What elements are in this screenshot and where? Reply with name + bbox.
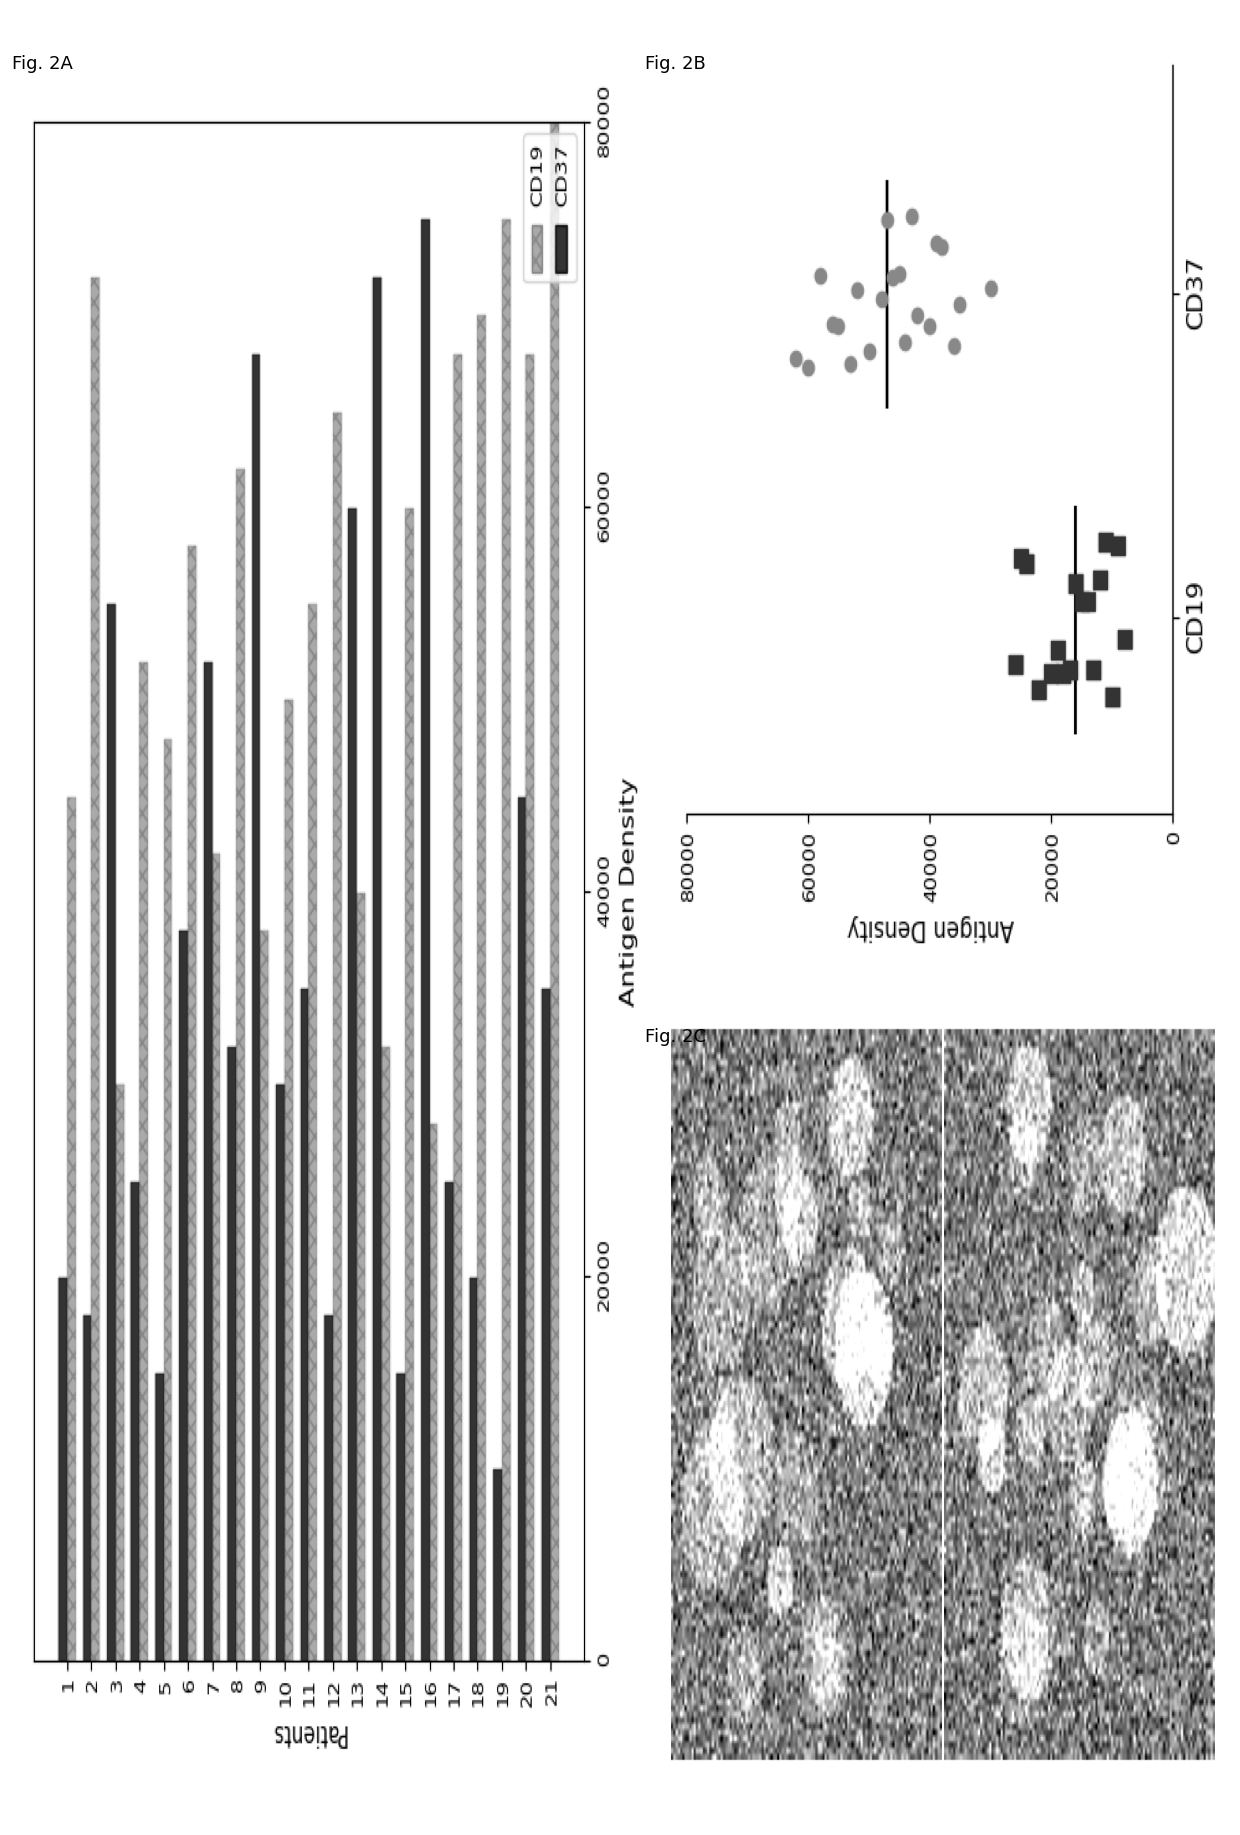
- Text: Fig. 2A: Fig. 2A: [12, 55, 73, 73]
- Text: Fig. 2B: Fig. 2B: [645, 55, 706, 73]
- Text: Fig. 2C: Fig. 2C: [645, 1028, 706, 1046]
